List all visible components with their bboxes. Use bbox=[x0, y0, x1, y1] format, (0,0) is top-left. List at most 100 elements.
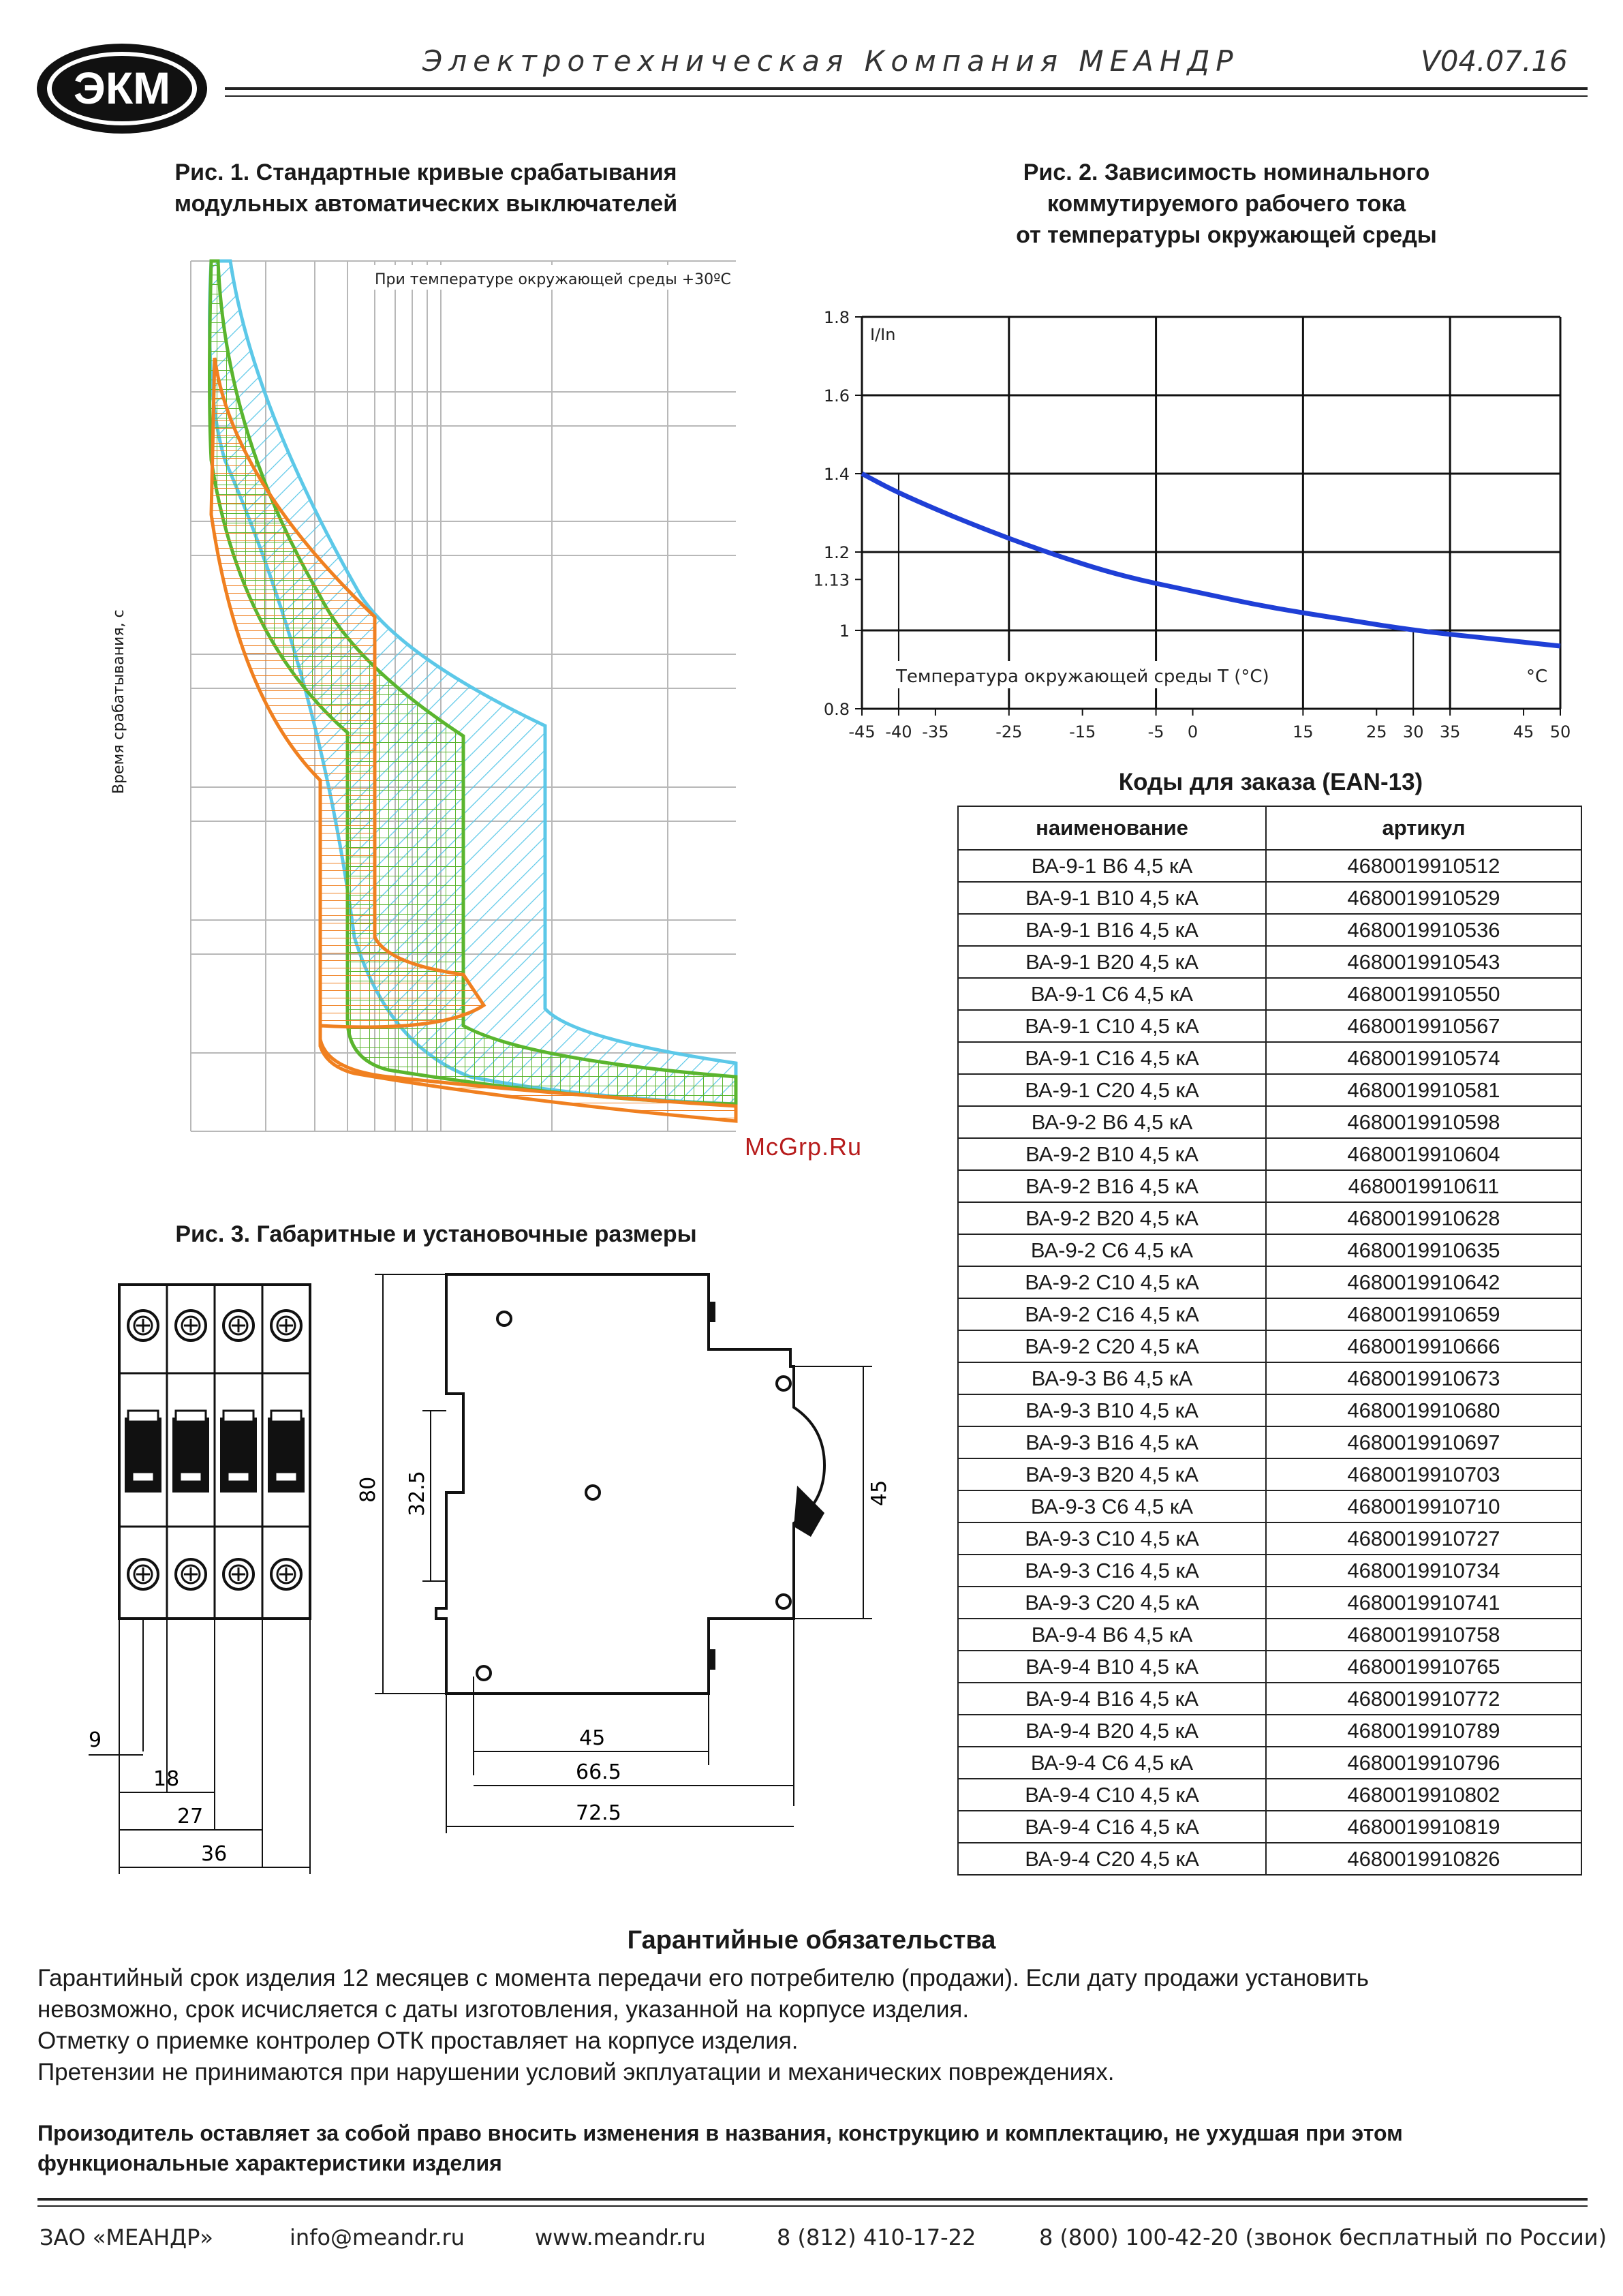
cell-name: ВА-9-1 B20 4,5 кА bbox=[957, 945, 1267, 979]
table-row: ВА-9-4 B6 4,5 кА 4680019910758 bbox=[957, 1618, 1582, 1651]
fig2-title-line2: коммутируемого рабочего тока bbox=[1047, 191, 1406, 217]
table-row: ВА-9-2 B16 4,5 кА 4680019910611 bbox=[957, 1169, 1582, 1203]
header-name: наименование bbox=[957, 806, 1267, 851]
cell-name: ВА-9-2 B20 4,5 кА bbox=[957, 1201, 1267, 1235]
cell-article: 4680019910567 bbox=[1265, 1009, 1582, 1043]
fig2-xlabel: Температура окружающей среды T (°C) bbox=[895, 667, 1269, 687]
cell-name: ВА-9-4 C16 4,5 кА bbox=[957, 1810, 1267, 1843]
cell-article: 4680019910512 bbox=[1265, 849, 1582, 883]
cell-name: ВА-9-4 C20 4,5 кА bbox=[957, 1842, 1267, 1876]
table-row: ВА-9-1 C16 4,5 кА 4680019910574 bbox=[957, 1041, 1582, 1075]
table-row: ВА-9-2 B6 4,5 кА 4680019910598 bbox=[957, 1105, 1582, 1139]
fig1-title-line1: Рис. 1. Стандартные кривые срабатывания bbox=[174, 159, 677, 185]
table-row: ВА-9-2 C10 4,5 кА 4680019910642 bbox=[957, 1266, 1582, 1299]
fig2-chart: 0.8 1 1.13 1.2 1.4 1.6 1.8 -45 -40 -35 -25 -15 -5 0 15… bbox=[814, 308, 1571, 741]
logo: ЭКМ bbox=[34, 41, 210, 136]
x-tick-label: -35 bbox=[922, 722, 948, 741]
fig1-title: Рис. 1. Стандартные кривые срабатывания … bbox=[89, 157, 763, 219]
fig2-ticks: 0.8 1 1.13 1.2 1.4 1.6 1.8 -45 -40 -35 -25 -15 -5 0 15… bbox=[814, 308, 1571, 741]
cell-name: ВА-9-4 B20 4,5 кА bbox=[957, 1714, 1267, 1747]
cell-article: 4680019910697 bbox=[1265, 1426, 1582, 1459]
footer-rule-thin bbox=[37, 2205, 1588, 2207]
cell-article: 4680019910659 bbox=[1265, 1298, 1582, 1331]
cell-article: 4680019910758 bbox=[1265, 1618, 1582, 1651]
table-row: ВА-9-4 C10 4,5 кА 4680019910802 bbox=[957, 1778, 1582, 1811]
codes-table: наименование артикул ВА-9-1 B6 4,5 кА 468… bbox=[957, 806, 1582, 1876]
y-tick-label: 1.6 bbox=[824, 386, 850, 405]
table-row: ВА-9-1 B16 4,5 кА 4680019910536 bbox=[957, 913, 1582, 947]
cell-article: 4680019910581 bbox=[1265, 1073, 1582, 1107]
table-row: ВА-9-4 B16 4,5 кА 4680019910772 bbox=[957, 1682, 1582, 1715]
cell-article: 4680019910604 bbox=[1265, 1137, 1582, 1171]
dim-27: 27 bbox=[177, 1805, 203, 1828]
warranty-text: Гарантийный срок изделия 12 месяцев с мо… bbox=[37, 1963, 1605, 2088]
cell-article: 4680019910635 bbox=[1265, 1234, 1582, 1267]
x-tick-label: -5 bbox=[1148, 722, 1164, 741]
cell-name: ВА-9-4 B6 4,5 кА bbox=[957, 1618, 1267, 1651]
fig1-note-bg bbox=[368, 265, 736, 290]
fig1-title-line2: модульных автоматических выключателей bbox=[174, 191, 678, 217]
cell-article: 4680019910666 bbox=[1265, 1330, 1582, 1363]
table-row: ВА-9-1 C10 4,5 кА 4680019910567 bbox=[957, 1009, 1582, 1043]
table-row: ВА-9-4 B10 4,5 кА 4680019910765 bbox=[957, 1650, 1582, 1683]
table-row: ВА-9-2 C16 4,5 кА 4680019910659 bbox=[957, 1298, 1582, 1331]
cell-name: ВА-9-3 B10 4,5 кА bbox=[957, 1394, 1267, 1427]
table-row: ВА-9-3 C6 4,5 кА 4680019910710 bbox=[957, 1490, 1582, 1523]
cell-name: ВА-9-3 C6 4,5 кА bbox=[957, 1490, 1267, 1523]
cell-article: 4680019910642 bbox=[1265, 1266, 1582, 1299]
cell-article: 4680019910703 bbox=[1265, 1458, 1582, 1491]
cell-name: ВА-9-1 B16 4,5 кА bbox=[957, 913, 1267, 947]
header-article: артикул bbox=[1265, 806, 1582, 851]
x-tick-label: 50 bbox=[1550, 722, 1571, 741]
table-row: ВА-9-1 C20 4,5 кА 4680019910581 bbox=[957, 1073, 1582, 1107]
cell-name: ВА-9-2 C20 4,5 кА bbox=[957, 1330, 1267, 1363]
y-tick-label: 1.2 bbox=[824, 543, 850, 562]
cell-name: ВА-9-2 B6 4,5 кА bbox=[957, 1105, 1267, 1139]
cell-name: ВА-9-1 C20 4,5 кА bbox=[957, 1073, 1267, 1107]
cell-article: 4680019910734 bbox=[1265, 1554, 1582, 1587]
cell-name: ВА-9-1 C16 4,5 кА bbox=[957, 1041, 1267, 1075]
cell-name: ВА-9-1 B10 4,5 кА bbox=[957, 881, 1267, 915]
table-row: ВА-9-4 C16 4,5 кА 4680019910819 bbox=[957, 1810, 1582, 1843]
cell-article: 4680019910727 bbox=[1265, 1522, 1582, 1555]
cell-name: ВА-9-2 C10 4,5 кА bbox=[957, 1266, 1267, 1299]
cell-name: ВА-9-2 B10 4,5 кА bbox=[957, 1137, 1267, 1171]
fig1-ylabel: Время срабатывания, с bbox=[110, 609, 127, 794]
cell-article: 4680019910796 bbox=[1265, 1746, 1582, 1779]
table-row: ВА-9-3 B6 4,5 кА 4680019910673 bbox=[957, 1362, 1582, 1395]
footer-site[interactable]: www.meandr.ru bbox=[535, 2224, 706, 2250]
fig2-x-unit: °C bbox=[1526, 667, 1547, 687]
fig2-grid bbox=[861, 316, 1562, 710]
cell-article: 4680019910741 bbox=[1265, 1586, 1582, 1619]
x-tick-label: 45 bbox=[1513, 722, 1534, 741]
header-company: Электротехническая Компания МЕАНДР bbox=[422, 44, 1239, 78]
cell-article: 4680019910598 bbox=[1265, 1105, 1582, 1139]
fig2-title-line3: от температуры окружающей среды bbox=[1016, 222, 1437, 248]
dim-9: 9 bbox=[89, 1728, 102, 1752]
table-row: ВА-9-4 C6 4,5 кА 4680019910796 bbox=[957, 1746, 1582, 1779]
cell-article: 4680019910550 bbox=[1265, 977, 1582, 1011]
table-row: ВА-9-4 C20 4,5 кА 4680019910826 bbox=[957, 1842, 1582, 1876]
curve-band-orange bbox=[209, 357, 738, 1123]
dim-36: 36 bbox=[201, 1842, 227, 1866]
footer-rule bbox=[37, 2198, 1588, 2201]
table-row: ВА-9-3 B20 4,5 кА 4680019910703 bbox=[957, 1458, 1582, 1491]
dim-45-horizontal: 45 bbox=[579, 1726, 605, 1750]
dim-18: 18 bbox=[153, 1767, 179, 1791]
table-row: ВА-9-2 B10 4,5 кА 4680019910604 bbox=[957, 1137, 1582, 1171]
cell-name: ВА-9-3 B20 4,5 кА bbox=[957, 1458, 1267, 1491]
dim-66-5: 66.5 bbox=[576, 1760, 621, 1784]
cell-article: 4680019910529 bbox=[1265, 881, 1582, 915]
y-tick-label: 1.8 bbox=[824, 308, 850, 327]
footer-email[interactable]: info@meandr.ru bbox=[290, 2224, 465, 2250]
fig2-ylabel: I/In bbox=[870, 325, 895, 344]
table-row: ВА-9-1 B10 4,5 кА 4680019910529 bbox=[957, 881, 1582, 915]
table-row: ВА-9-1 C6 4,5 кА 4680019910550 bbox=[957, 977, 1582, 1011]
x-tick-label: -15 bbox=[1069, 722, 1096, 741]
footer-phone1: 8 (812) 410-17-22 bbox=[777, 2224, 976, 2250]
cell-article: 4680019910673 bbox=[1265, 1362, 1582, 1395]
cell-name: ВА-9-3 B6 4,5 кА bbox=[957, 1362, 1267, 1395]
codes-header-row: наименование артикул bbox=[957, 806, 1582, 851]
cell-name: ВА-9-4 B16 4,5 кА bbox=[957, 1682, 1267, 1715]
cell-article: 4680019910826 bbox=[1265, 1842, 1582, 1876]
